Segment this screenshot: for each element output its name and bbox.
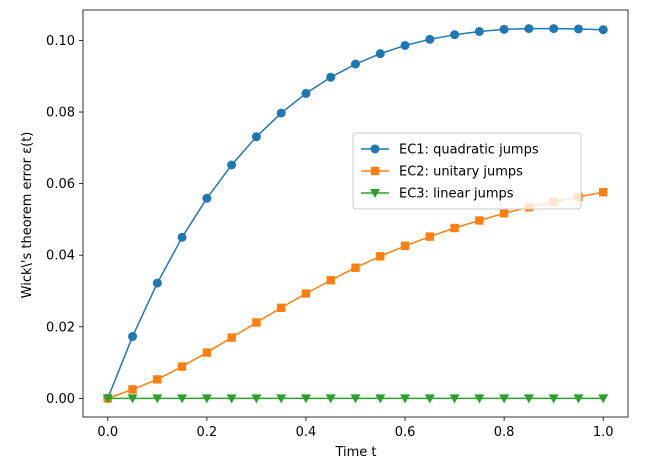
series-1-point (251, 132, 261, 142)
series-1-point (276, 108, 286, 118)
series-2-point (128, 385, 137, 394)
series-1-point (177, 232, 187, 242)
series-3-point (350, 394, 361, 404)
y-tick-label: 0.02 (46, 320, 75, 335)
series-3-point (276, 394, 287, 404)
x-tick-label: 0.8 (494, 425, 515, 440)
series-2-point (599, 188, 608, 197)
series-1-point (351, 59, 360, 69)
y-tick-label: 0.06 (46, 177, 75, 192)
series-1-point (152, 278, 162, 288)
series-2-point (276, 303, 286, 313)
series-3-point (177, 394, 188, 404)
y-tick-label: 0.04 (46, 249, 75, 264)
x-tick-label: 1.0 (593, 425, 614, 440)
x-tick-label: 0.0 (97, 425, 118, 440)
series-1-point (375, 49, 385, 59)
series-1-point (549, 24, 559, 34)
series-2-point (351, 263, 360, 272)
series-3-point (523, 394, 534, 404)
x-tick-label: 0.4 (296, 425, 317, 440)
series-1-point (301, 88, 311, 98)
x-tick-label: 0.6 (395, 425, 416, 440)
legend-marker (370, 189, 380, 198)
series-3-point (375, 394, 386, 404)
legend-entry: EC3: linear jumps (361, 187, 514, 202)
series-2-point (400, 241, 410, 251)
series-1-point (128, 331, 138, 341)
series-3-point (102, 394, 113, 404)
plot-area (102, 24, 609, 404)
series-3-point (201, 394, 212, 404)
series-2-point (301, 289, 311, 298)
series-3-point (152, 394, 163, 404)
series-3-point (548, 394, 559, 404)
series-2-point (252, 318, 261, 327)
series-1-point (202, 193, 212, 203)
series-3-point (325, 394, 336, 404)
series-3-point (449, 394, 460, 404)
series-3-point (127, 394, 138, 404)
series-1-point (450, 30, 460, 40)
series-3-point (474, 394, 485, 404)
series-2-point (177, 362, 187, 371)
y-tick-label: 0.08 (46, 106, 75, 121)
series-1-point (524, 24, 534, 34)
series-3-point (300, 394, 311, 404)
series-2-point (227, 333, 236, 342)
legend-entry: EC1: quadratic jumps (361, 143, 539, 158)
legend-marker (370, 144, 380, 154)
series-1-point (573, 24, 583, 34)
series-3-point (400, 394, 411, 404)
series-2-point (376, 252, 385, 261)
x-tick-label: 0.2 (197, 425, 218, 440)
series-1-point (499, 24, 509, 34)
legend-marker (370, 166, 380, 176)
series-2-point (475, 216, 484, 225)
series-3-point (226, 394, 237, 404)
series-2-point (202, 348, 212, 357)
axes: 0.0 0.2 0.4 0.6 0.8 1.0 0.00 0.02 0.04 0.06 0.08 0.… (46, 9, 629, 440)
legend-label: EC2: unitary jumps (399, 165, 523, 180)
series-3-point (598, 394, 609, 404)
series-1-point (227, 160, 237, 170)
legend-label: EC3: linear jumps (399, 187, 514, 202)
series-1-point (598, 25, 608, 35)
series-1-point (425, 34, 435, 44)
series-2-point (326, 276, 335, 285)
series-2-point (153, 375, 162, 384)
series-3-point (251, 394, 262, 404)
x-axis-label: Time t (334, 445, 376, 460)
y-tick-label: 0.10 (46, 34, 75, 49)
series-3-point (499, 394, 510, 404)
series-3-point (573, 394, 584, 404)
series-2-point (450, 223, 459, 233)
series-1-point (474, 26, 484, 36)
y-axis-label: Wick\'s theorem error ε(t) (20, 132, 35, 299)
plot-frame (82, 9, 629, 418)
legend-box (352, 132, 582, 210)
series-3 (102, 394, 609, 404)
series-1-point (400, 40, 410, 50)
y-tick-label: 0.00 (46, 392, 75, 407)
series-2-point (425, 232, 435, 241)
legend-entry: EC2: unitary jumps (361, 165, 523, 180)
series-3-point (424, 394, 435, 404)
legend-label: EC1: quadratic jumps (399, 143, 539, 158)
series-2-point (499, 209, 509, 218)
series-1-point (326, 72, 336, 82)
legend: EC1: quadratic jumps EC2: unitary jumps EC… (352, 132, 582, 210)
